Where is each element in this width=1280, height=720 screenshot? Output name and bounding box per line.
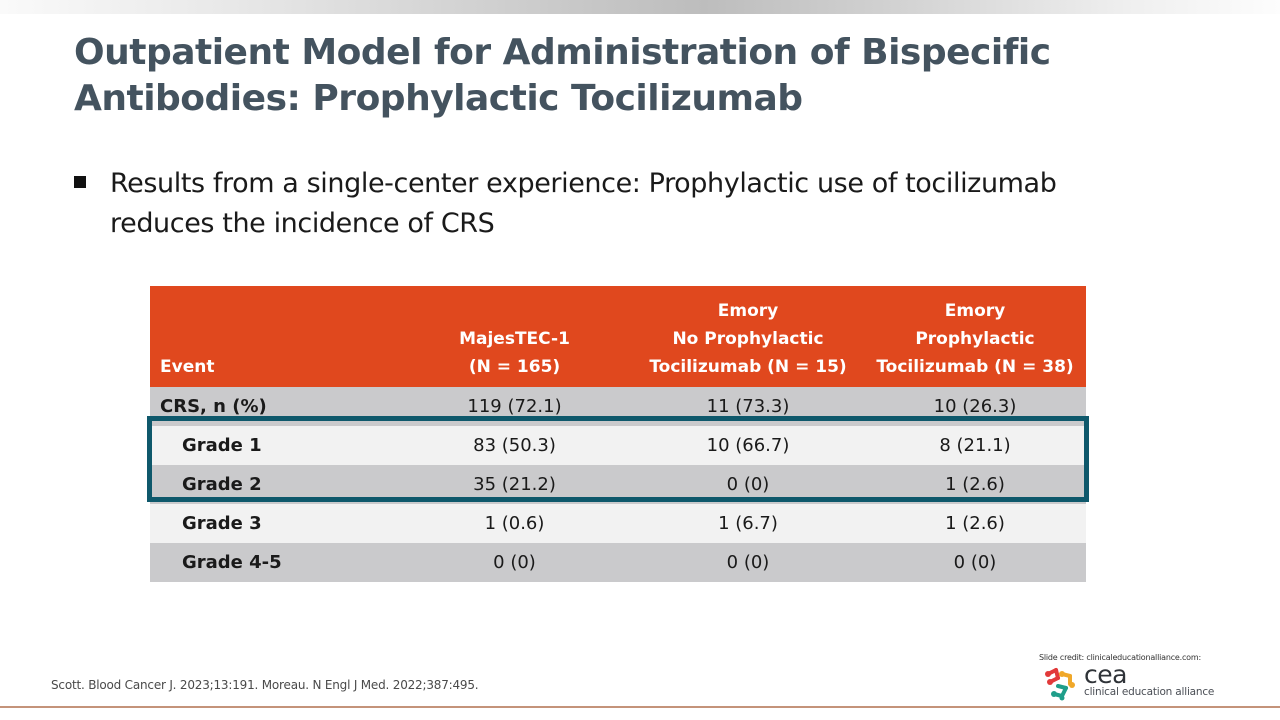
cell-emory-no-prophylactic: 1 (6.7)	[632, 504, 864, 543]
cell-emory-no-prophylactic: 0 (0)	[632, 543, 864, 582]
credit-site: clinicaleducationalliance.com:	[1086, 653, 1201, 662]
cell-majestec: 83 (50.3)	[397, 426, 632, 465]
header-line: No Prophylactic	[672, 329, 824, 349]
header-emory-prophylactic: Emory Prophylactic Tocilizumab (N = 38)	[864, 286, 1086, 387]
footer-divider	[0, 706, 1280, 708]
header-line: Prophylactic	[915, 329, 1035, 349]
cell-majestec: 119 (72.1)	[397, 387, 632, 426]
cell-emory-no-prophylactic: 10 (66.7)	[632, 426, 864, 465]
cell-majestec: 0 (0)	[397, 543, 632, 582]
crs-results-table: Event MajesTEC-1 (N = 165) Emory No Prop…	[150, 286, 1086, 582]
header-event: Event	[150, 286, 397, 387]
header-line: Emory	[944, 301, 1006, 321]
header-majestec: MajesTEC-1 (N = 165)	[397, 286, 632, 387]
references: Scott. Blood Cancer J. 2023;13:191. More…	[51, 678, 479, 692]
header-line: MajesTEC-1	[459, 329, 570, 349]
header-emory-no-prophylactic: Emory No Prophylactic Tocilizumab (N = 1…	[632, 286, 864, 387]
cell-majestec: 1 (0.6)	[397, 504, 632, 543]
square-bullet-icon	[74, 176, 86, 188]
cell-emory-no-prophylactic: 11 (73.3)	[632, 387, 864, 426]
header-line: Emory	[717, 301, 779, 321]
row-label: CRS, n (%)	[150, 387, 397, 426]
cell-emory-prophylactic: 10 (26.3)	[864, 387, 1086, 426]
row-label: Grade 3	[150, 504, 397, 543]
table-row-crs: CRS, n (%) 119 (72.1) 11 (73.3) 10 (26.3…	[150, 387, 1086, 426]
cell-majestec: 35 (21.2)	[397, 465, 632, 504]
header-line: Tocilizumab (N = 15)	[649, 357, 847, 377]
cell-emory-prophylactic: 8 (21.1)	[864, 426, 1086, 465]
header-line: (N = 165)	[468, 357, 561, 377]
logo-wordmark: cea	[1084, 660, 1127, 689]
table-row-grade-2: Grade 2 35 (21.2) 0 (0) 1 (2.6)	[150, 465, 1086, 504]
slide-credit: Slide credit: clinicaleducationalliance.…	[1039, 653, 1201, 662]
row-label: Grade 2	[150, 465, 397, 504]
header-line: Event	[160, 357, 215, 377]
cell-emory-prophylactic: 1 (2.6)	[864, 465, 1086, 504]
table-header-row: Event MajesTEC-1 (N = 165) Emory No Prop…	[150, 286, 1086, 387]
cell-emory-prophylactic: 0 (0)	[864, 543, 1086, 582]
bullet-text: Results from a single-center experience:…	[110, 168, 1057, 239]
logo-subtitle: clinical education alliance	[1084, 686, 1215, 698]
table-row-grade-1: Grade 1 83 (50.3) 10 (66.7) 8 (21.1)	[150, 426, 1086, 465]
header-line: Tocilizumab (N = 38)	[876, 357, 1074, 377]
row-label: Grade 1	[150, 426, 397, 465]
slide-title: Outpatient Model for Administration of B…	[74, 32, 1051, 119]
table-row-grade-4-5: Grade 4-5 0 (0) 0 (0) 0 (0)	[150, 543, 1086, 582]
top-gradient-bar	[0, 0, 1280, 14]
cell-emory-prophylactic: 1 (2.6)	[864, 504, 1086, 543]
cea-logo: cea clinical education alliance	[1042, 660, 1232, 702]
cea-logo-mark-icon	[1045, 668, 1075, 701]
table-row-grade-3: Grade 3 1 (0.6) 1 (6.7) 1 (2.6)	[150, 504, 1086, 543]
cell-emory-no-prophylactic: 0 (0)	[632, 465, 864, 504]
bullet-item: Results from a single-center experience:…	[74, 164, 1074, 244]
row-label: Grade 4-5	[150, 543, 397, 582]
credit-label: Slide credit:	[1039, 653, 1085, 662]
